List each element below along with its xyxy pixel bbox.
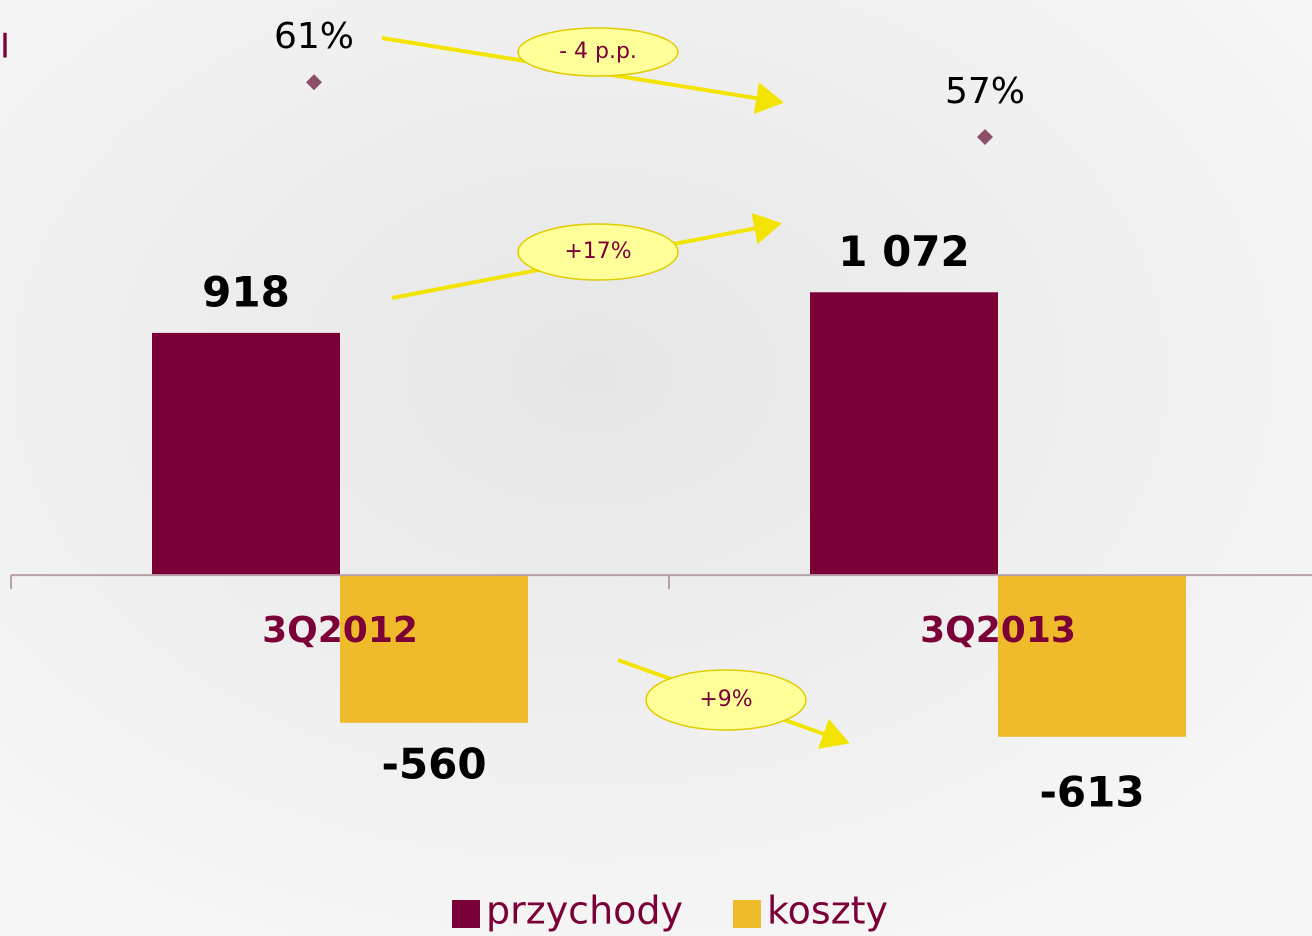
data-label: -560 — [381, 739, 486, 788]
ratio-marker — [306, 74, 322, 91]
legend-label: przychody — [486, 889, 683, 933]
x-tick-label: 3Q2012 — [262, 610, 418, 651]
bar — [810, 292, 998, 576]
annotation: - 4 p.p. — [559, 39, 637, 64]
legend-label: koszty — [767, 889, 888, 933]
ratio-marker — [977, 129, 993, 146]
x-tick-label: 3Q2013 — [920, 610, 1076, 651]
ratio-label: 61% — [274, 16, 354, 57]
legend-swatch — [452, 900, 480, 928]
data-label: -613 — [1039, 767, 1144, 816]
annotation-bubble — [645, 669, 807, 731]
bar — [152, 332, 340, 576]
legend-swatch — [733, 900, 762, 928]
bar — [998, 575, 1186, 737]
data-label: 918 — [202, 267, 290, 316]
ratio-label: 57% — [945, 71, 1025, 112]
annotation: +17% — [564, 239, 631, 264]
annotation-bubble — [517, 27, 679, 77]
corner-label: I — [0, 27, 10, 67]
annotation-bubble — [517, 223, 679, 281]
annotation: +9% — [699, 687, 752, 712]
bar — [340, 575, 528, 723]
data-label: 1 072 — [838, 227, 970, 276]
